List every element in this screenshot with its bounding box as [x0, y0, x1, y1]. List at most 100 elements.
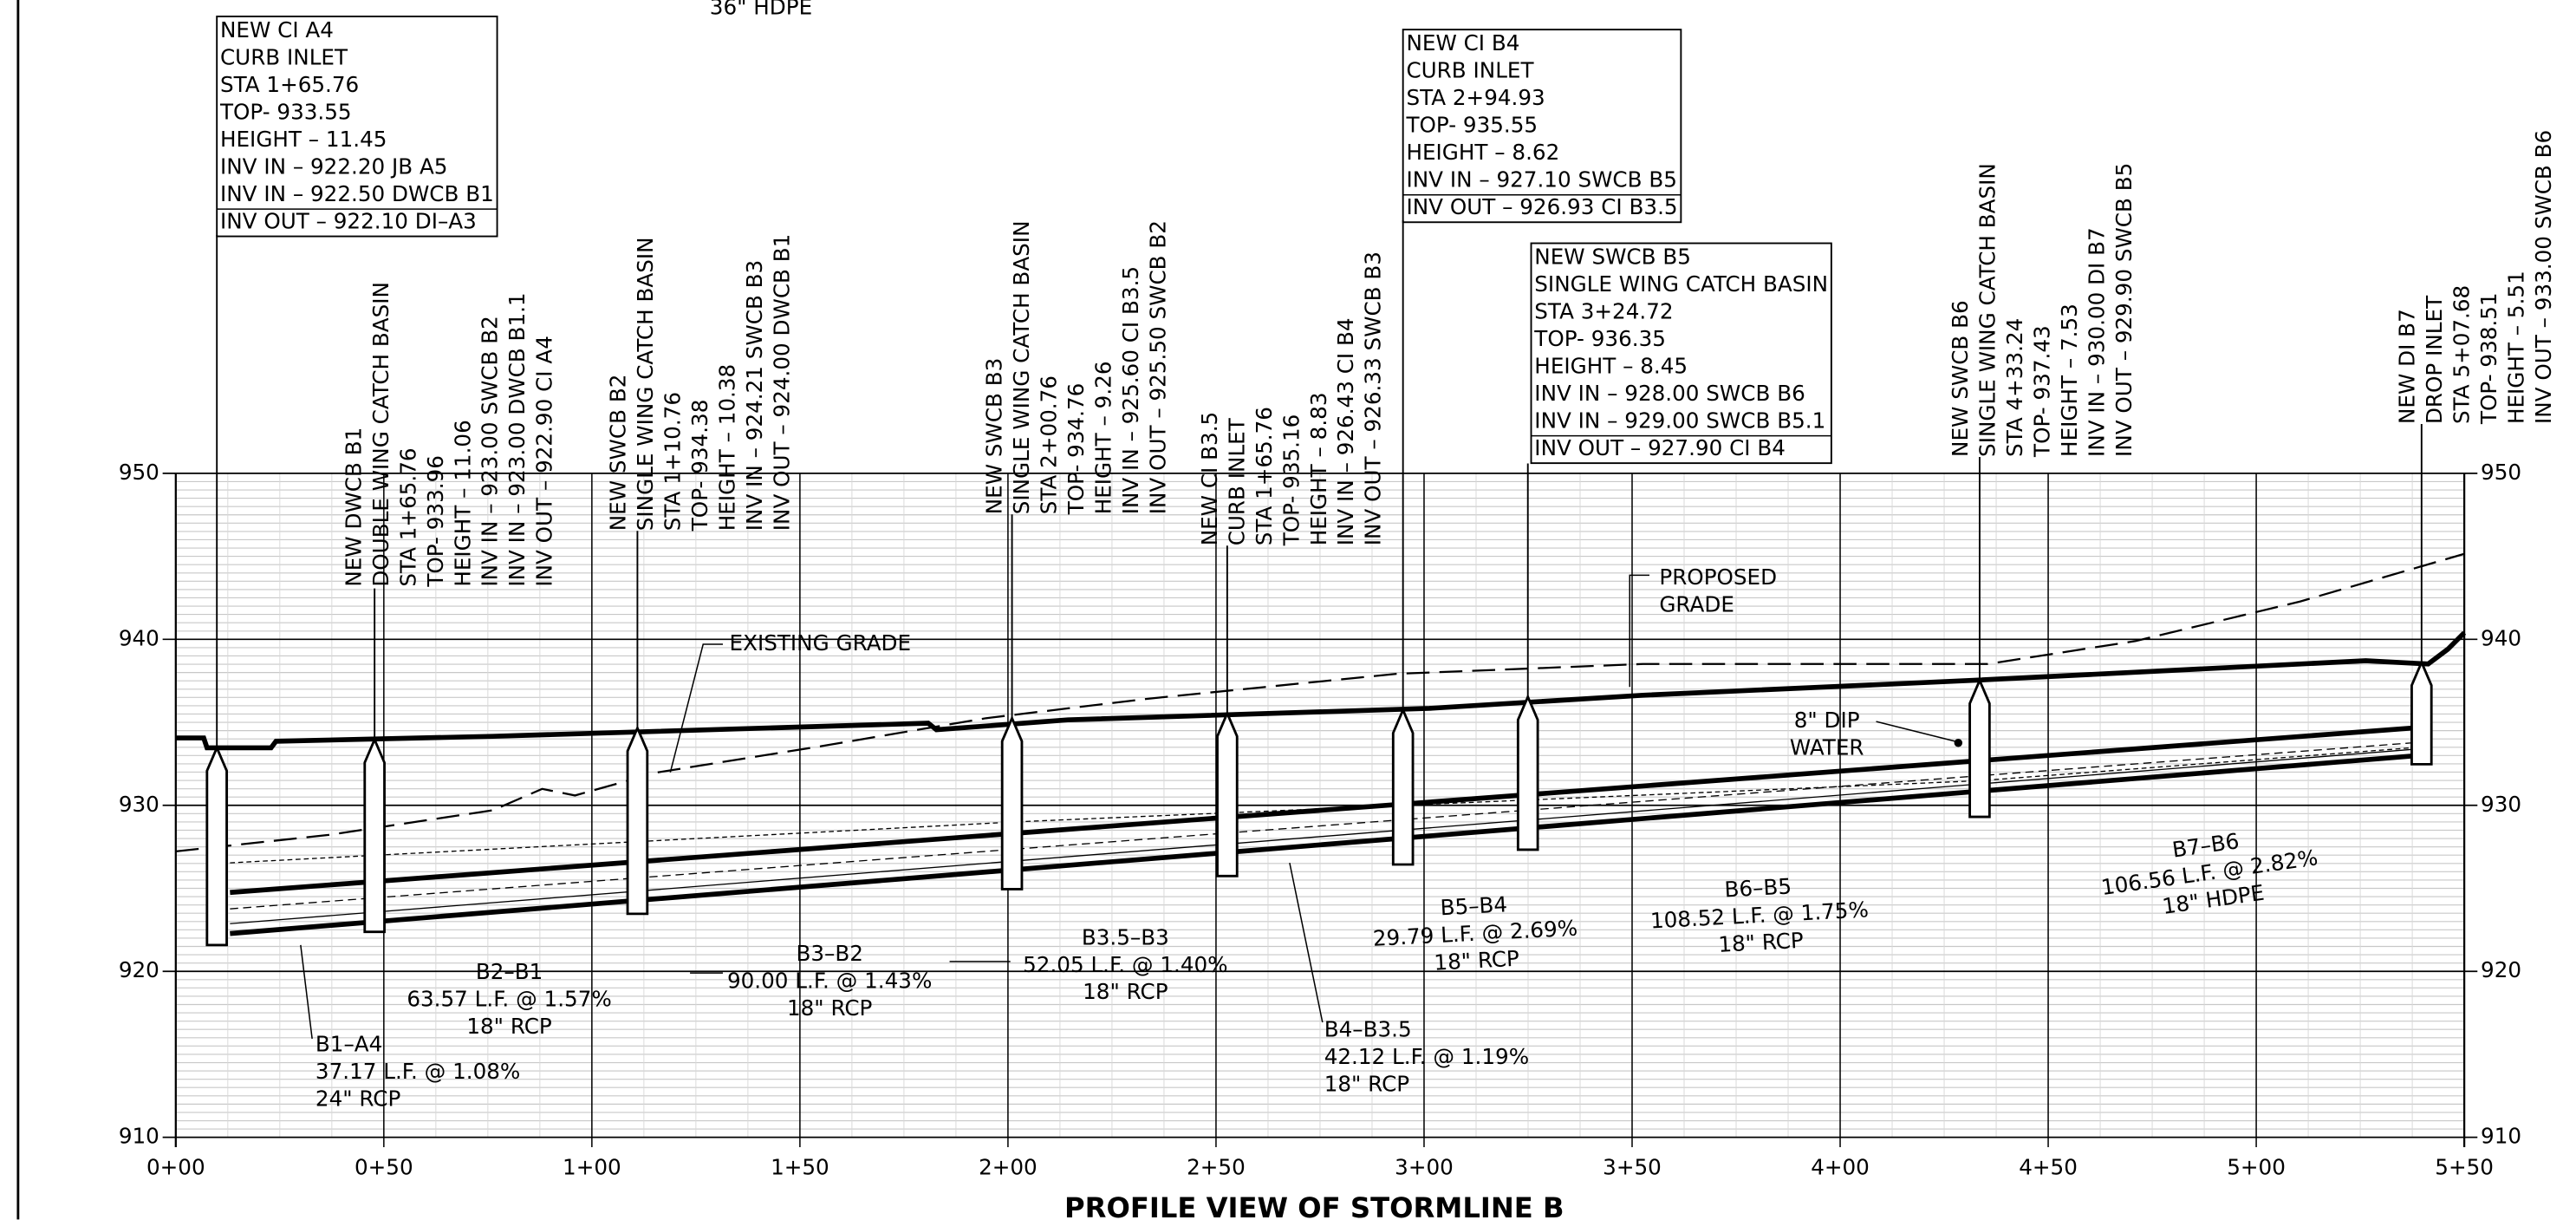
structure-line: TOP- 936.35 — [1533, 326, 1666, 351]
structure-line: INV IN – 927.10 SWCB B5 — [1406, 167, 1676, 192]
elevation-tick-label: 950 — [119, 460, 159, 485]
structure-line: CURB INLET — [1406, 58, 1534, 83]
station-tick-label: 4+50 — [2019, 1155, 2078, 1180]
manhole — [1518, 697, 1538, 850]
manhole — [2411, 662, 2431, 765]
structure-line: INV OUT – 922.90 CI A4 — [532, 336, 557, 587]
structure-line: STA 3+24.72 — [1534, 299, 1673, 324]
structure-line: TOP- 934.38 — [687, 400, 712, 532]
structure-line: INV IN – 923.00 SWCB B2 — [478, 316, 503, 586]
station-tick-label: 3+50 — [1603, 1155, 1662, 1180]
station-tick-label: 1+50 — [771, 1155, 829, 1180]
structure-line: STA 4+33.24 — [2002, 318, 2027, 457]
pipe-label-line: 18" RCP — [1324, 1071, 1410, 1096]
structure-line: NEW CI B3.5 — [1197, 412, 1222, 546]
structure-line: NEW CI B4 — [1406, 30, 1519, 55]
structure-line: INV IN – 930.00 DI B7 — [2084, 227, 2109, 457]
structure-line: INV OUT – 926.33 SWCB B3 — [1361, 251, 1386, 545]
structure-line: NEW SWCB B2 — [606, 375, 631, 532]
elevation-tick-label: 940 — [119, 625, 159, 650]
manhole — [1002, 718, 1022, 889]
manhole — [1970, 681, 1990, 817]
structure-line: HEIGHT – 8.83 — [1306, 393, 1331, 546]
elevation-tick-label: 930 — [119, 792, 159, 817]
structure-line: HEIGHT – 5.51 — [2504, 271, 2529, 424]
pipe-label-line: 18" RCP — [1434, 946, 1520, 975]
structure-line: TOP- 935.55 — [1405, 113, 1538, 138]
structure-line: INV IN – 922.50 DWCB B1 — [220, 181, 494, 206]
structure-line: STA 1+65.76 — [1252, 407, 1277, 545]
station-tick-label: 0+50 — [355, 1155, 413, 1180]
elevation-tick-label: 910 — [119, 1124, 159, 1149]
structure-line: INV IN – 929.00 SWCB B5.1 — [1534, 408, 1825, 433]
elevation-tick-label: 920 — [2481, 957, 2521, 982]
elevation-tick-label: 930 — [2481, 792, 2521, 817]
structure-line: INV OUT – 924.00 DWCB B1 — [769, 234, 794, 532]
station-tick-label: 5+50 — [2435, 1155, 2494, 1180]
pipe-label-line: 18" RCP — [1083, 979, 1168, 1004]
pipe-label-line: 18" RCP — [1718, 928, 1805, 957]
structure-line: CURB INLET — [220, 44, 348, 69]
structure-line: INV IN – 928.00 SWCB B6 — [1534, 381, 1805, 406]
structure-line: NEW SWCB B3 — [982, 358, 1007, 515]
station-tick-label: 2+50 — [1187, 1155, 1246, 1180]
pipe-label-line: 24" RCP — [315, 1086, 401, 1111]
pipe-label-line: B3–B2 — [796, 941, 862, 966]
pipe-label-line: 90.00 L.F. @ 1.43% — [727, 969, 932, 994]
structure-line: TOP- 938.51 — [2476, 292, 2501, 425]
structure-line: INV OUT – 922.10 DI–A3 — [220, 208, 477, 233]
pipe-label-line: 18" RCP — [466, 1014, 552, 1039]
structure-line: TOP- 933.96 — [423, 455, 448, 588]
water-line-mark — [1955, 739, 1962, 747]
structure-line: INV OUT – 929.90 SWCB B5 — [2111, 163, 2137, 457]
annotation: WATER — [1790, 735, 1864, 760]
manhole — [628, 728, 647, 914]
annotation: GRADE — [1659, 592, 1734, 617]
pipe-label-line: B1–A4 — [315, 1032, 382, 1057]
manhole — [207, 747, 227, 944]
structure-line: HEIGHT – 10.38 — [714, 364, 739, 531]
annotation: PROPOSED — [1659, 564, 1777, 590]
structure-line: HEIGHT – 9.26 — [1090, 361, 1116, 514]
structure-line: INV OUT – 927.90 CI B4 — [1534, 435, 1786, 460]
station-tick-label: 4+00 — [1811, 1155, 1870, 1180]
structure-line: SINGLE WING CATCH BASIN — [633, 237, 658, 531]
structure-line: INV IN – 922.20 JB A5 — [220, 153, 447, 179]
structure-line: NEW SWCB B5 — [1534, 245, 1691, 270]
structure-line: STA 2+94.93 — [1406, 85, 1545, 110]
structure-line: INV OUT – 933.00 SWCB B6 — [2531, 130, 2556, 424]
pipe-label-line: 63.57 L.F. @ 1.57% — [407, 987, 611, 1012]
structure-line: NEW DWCB B1 — [341, 427, 366, 587]
structure-line: CURB INLET — [1224, 417, 1249, 545]
elevation-tick-label: 920 — [119, 957, 159, 982]
structure-line: TOP- 935.16 — [1278, 414, 1304, 547]
pipe-label-line: 42.12 L.F. @ 1.19% — [1324, 1044, 1529, 1069]
pipe-label-line: 52.05 L.F. @ 1.40% — [1023, 952, 1227, 977]
structure-line: NEW DI B7 — [2395, 309, 2420, 424]
manhole — [365, 740, 385, 932]
structure-line: STA 5+07.68 — [2449, 285, 2475, 424]
station-tick-label: 0+00 — [146, 1155, 205, 1180]
structure-line: TOP- 933.55 — [219, 99, 352, 124]
drawing-title: PROFILE VIEW OF STORMLINE B — [1064, 1191, 1564, 1220]
structure-line: NEW SWCB B6 — [1948, 300, 1973, 457]
structure-line: STA 2+00.76 — [1037, 375, 1062, 514]
structure-line: SINGLE WING CATCH BASIN — [1975, 163, 2000, 457]
station-tick-label: 2+00 — [979, 1155, 1038, 1180]
structure-line: DOUBLE WING CATCH BASIN — [368, 282, 394, 587]
structure-line: STA 1+65.76 — [220, 72, 359, 97]
structure-line: STA 1+65.76 — [395, 447, 420, 586]
structure-line: HEIGHT – 8.62 — [1406, 140, 1559, 165]
station-tick-label: 5+00 — [2227, 1155, 2286, 1180]
structure-line: HEIGHT – 11.45 — [220, 127, 387, 152]
manhole — [1217, 714, 1237, 877]
pipe-label-line: B5–B4 — [1440, 891, 1508, 920]
elevation-tick-label: 940 — [2481, 625, 2521, 650]
structure-line: TOP- 934.76 — [1064, 383, 1089, 516]
structure-line: SINGLE WING CATCH BASIN — [1009, 221, 1034, 515]
station-tick-label: 3+00 — [1395, 1155, 1454, 1180]
pipe-label-line: 18" RCP — [787, 995, 873, 1021]
structure-line: INV IN – 926.43 CI B4 — [1333, 317, 1358, 545]
structure-line: STA 1+10.76 — [660, 392, 685, 531]
elevation-tick-label: 950 — [2481, 460, 2521, 485]
